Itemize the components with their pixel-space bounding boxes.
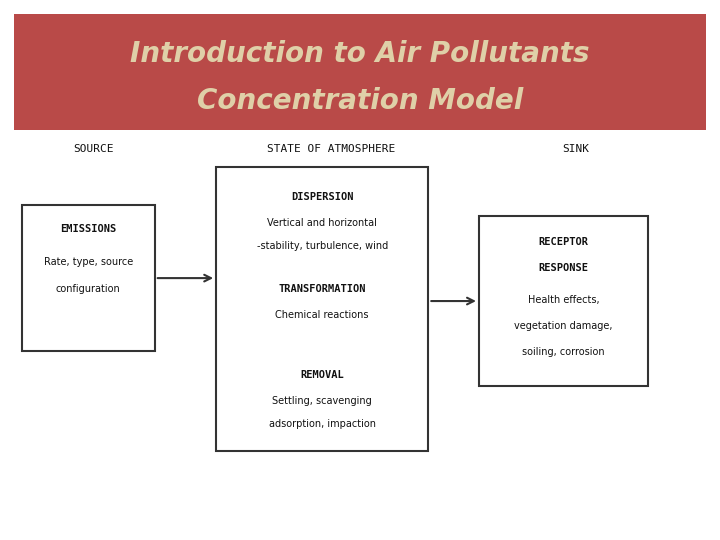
Text: Vertical and horizontal: Vertical and horizontal [267,218,377,228]
Text: STATE OF ATMOSPHERE: STATE OF ATMOSPHERE [267,144,395,153]
Text: Concentration Model: Concentration Model [197,86,523,114]
Text: TRANSFORMATION: TRANSFORMATION [279,284,366,294]
FancyBboxPatch shape [22,205,155,351]
Text: SOURCE: SOURCE [73,144,114,153]
FancyBboxPatch shape [216,167,428,451]
Text: soiling, corrosion: soiling, corrosion [522,347,605,356]
Text: SINK: SINK [562,144,590,153]
Text: EMISSIONS: EMISSIONS [60,225,117,234]
Text: vegetation damage,: vegetation damage, [514,321,613,330]
Text: Settling, scavenging: Settling, scavenging [272,396,372,406]
FancyBboxPatch shape [479,216,648,386]
Text: RECEPTOR: RECEPTOR [539,237,588,247]
Text: Chemical reactions: Chemical reactions [276,310,369,320]
Text: Rate, type, source: Rate, type, source [44,257,132,267]
Text: -stability, turbulence, wind: -stability, turbulence, wind [256,241,388,251]
Text: REMOVAL: REMOVAL [300,370,344,380]
Text: DISPERSION: DISPERSION [291,192,354,202]
FancyBboxPatch shape [14,14,706,130]
Text: configuration: configuration [56,284,120,294]
Text: Health effects,: Health effects, [528,295,599,305]
Text: Introduction to Air Pollutants: Introduction to Air Pollutants [130,40,590,68]
Text: RESPONSE: RESPONSE [539,263,588,273]
Text: adsorption, impaction: adsorption, impaction [269,420,376,429]
